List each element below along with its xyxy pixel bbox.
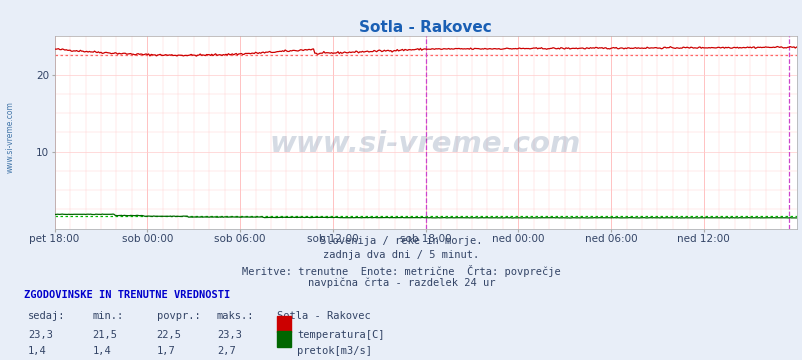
Text: 23,3: 23,3 [217,330,241,341]
Text: sedaj:: sedaj: [28,311,66,321]
Text: www.si-vreme.com: www.si-vreme.com [269,130,581,158]
Title: Sotla - Rakovec: Sotla - Rakovec [358,20,492,35]
Text: povpr.:: povpr.: [156,311,200,321]
Text: Meritve: trenutne  Enote: metrične  Črta: povprečje: Meritve: trenutne Enote: metrične Črta: … [242,265,560,276]
Text: 22,5: 22,5 [156,330,181,341]
Text: 1,4: 1,4 [92,346,111,356]
Text: navpična črta - razdelek 24 ur: navpična črta - razdelek 24 ur [307,278,495,288]
Text: 23,3: 23,3 [28,330,53,341]
Text: temperatura[C]: temperatura[C] [297,330,384,341]
Text: zadnja dva dni / 5 minut.: zadnja dva dni / 5 minut. [323,250,479,260]
Text: pretok[m3/s]: pretok[m3/s] [297,346,371,356]
Text: 21,5: 21,5 [92,330,117,341]
Text: min.:: min.: [92,311,124,321]
Text: 1,7: 1,7 [156,346,175,356]
Text: www.si-vreme.com: www.si-vreme.com [6,101,14,173]
Text: 1,4: 1,4 [28,346,47,356]
Text: 2,7: 2,7 [217,346,235,356]
Text: Sotla - Rakovec: Sotla - Rakovec [277,311,371,321]
Text: Slovenija / reke in morje.: Slovenija / reke in morje. [320,236,482,246]
Text: ZGODOVINSKE IN TRENUTNE VREDNOSTI: ZGODOVINSKE IN TRENUTNE VREDNOSTI [24,290,230,300]
Text: maks.:: maks.: [217,311,254,321]
